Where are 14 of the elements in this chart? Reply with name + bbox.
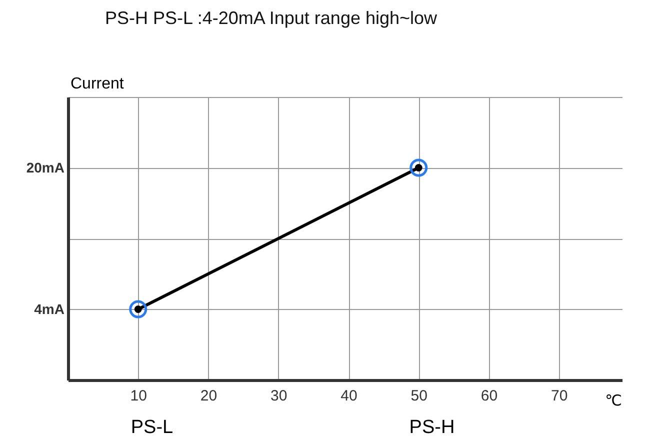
x-tick-label: 60: [480, 388, 498, 404]
x-tick-label: 50: [410, 388, 428, 404]
y-axis-title: Current: [70, 76, 124, 92]
chart-title: PS-H PS-L :4-20mA Input range high~low: [105, 8, 438, 28]
x-tick-label: 20: [200, 388, 218, 404]
y-tick-label: 20mA: [26, 159, 64, 176]
y-tick-label: 4mA: [34, 300, 64, 317]
text: PS-H: [409, 417, 455, 438]
x-tick-label: 30: [270, 388, 288, 404]
x-tick-label: 10: [130, 388, 147, 404]
x-tick-label: 70: [551, 388, 568, 404]
text: PS-L: [130, 417, 174, 438]
x-axis-title: ℃: [605, 392, 622, 410]
x-tick-label: 40: [340, 388, 358, 404]
